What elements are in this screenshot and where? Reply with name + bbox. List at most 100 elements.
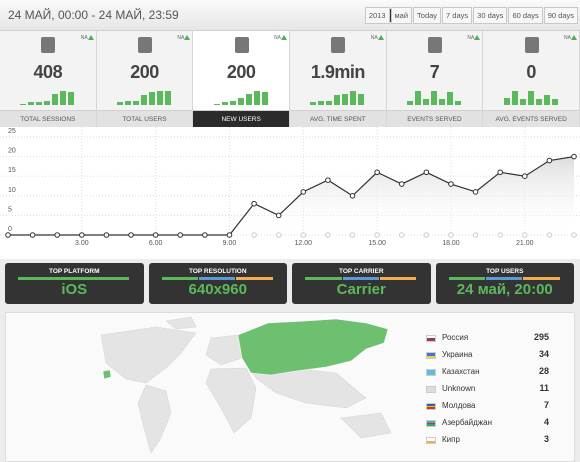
point xyxy=(5,232,11,238)
spark-bar xyxy=(454,100,461,105)
metric-card[interactable]: NA 200 NEW USERS xyxy=(193,31,290,127)
metric-label: TOTAL USERS xyxy=(96,110,193,127)
y-tick-label: 15 xyxy=(8,167,16,174)
range-button[interactable]: 60 days xyxy=(508,7,543,24)
country-count: 11 xyxy=(539,383,549,393)
point xyxy=(300,189,307,195)
country-name: Кипр xyxy=(442,435,460,444)
country-name: Россия xyxy=(442,333,469,342)
x-tick-label: 15.00 xyxy=(368,240,386,247)
point xyxy=(128,232,134,238)
change-arrow xyxy=(474,35,481,40)
point xyxy=(521,173,528,180)
spark-bar xyxy=(358,93,365,105)
spark-bar xyxy=(124,100,131,105)
x-tick-label: 12.00 xyxy=(295,240,313,247)
flag xyxy=(426,369,436,376)
map-panel: Россия 295 Украина 34 Казахстан 28 Unknown 11 Мо… xyxy=(5,312,575,462)
y-tick-label: 0 xyxy=(8,226,12,233)
world-map xyxy=(100,316,392,454)
point xyxy=(79,232,85,238)
flag-stripe xyxy=(427,387,435,390)
spark-bar xyxy=(334,95,341,105)
metric-value: 200 xyxy=(226,62,256,82)
spark-bar xyxy=(318,100,325,105)
y-tick-label: 5 xyxy=(8,206,12,213)
flag-stripe xyxy=(427,339,435,342)
point xyxy=(349,193,356,199)
spark-bar xyxy=(342,93,349,105)
spark-bar xyxy=(116,102,123,105)
accent-bar xyxy=(305,277,342,280)
spark-bar xyxy=(156,91,163,105)
x-tick-label: 18.00 xyxy=(442,240,460,247)
x-tick-label: 9.00 xyxy=(223,240,237,247)
point xyxy=(152,232,159,238)
spark-bar xyxy=(438,99,445,105)
metric-value: 408 xyxy=(33,62,63,82)
point xyxy=(546,157,553,164)
area xyxy=(8,156,574,235)
spark-bar xyxy=(261,92,268,105)
spark-bar xyxy=(310,102,317,105)
change-arrow xyxy=(377,35,384,40)
metric-icon xyxy=(234,37,249,53)
spark-bar xyxy=(350,91,357,105)
spark-bar xyxy=(527,91,534,105)
flag-stripe xyxy=(427,422,435,425)
spark-bar xyxy=(414,91,421,105)
spark-bar xyxy=(253,91,260,105)
country-count: 34 xyxy=(538,349,549,359)
flag-stripe xyxy=(427,438,435,441)
range-button[interactable]: 7 days xyxy=(442,7,473,24)
flag xyxy=(426,403,436,410)
range-buttons: 2013 май Today 7 days 30 days 60 days 90 days xyxy=(364,7,578,24)
point xyxy=(423,169,430,176)
range-button[interactable]: 30 days xyxy=(473,7,508,24)
range-button[interactable]: Today xyxy=(413,7,442,24)
point xyxy=(202,232,208,238)
point xyxy=(448,181,454,187)
top-box: TOP RESOLUTION 640x960 xyxy=(148,263,287,304)
change-arrow xyxy=(184,35,191,40)
metric-label: AVG. EVENTS SERVED xyxy=(483,110,579,127)
range-button[interactable]: 90 days xyxy=(543,7,578,24)
accent-bar xyxy=(199,277,236,280)
country-list: Россия 295 Украина 34 Казахстан 28 Unknown 11 Мо… xyxy=(424,331,554,461)
country-name: Unknown xyxy=(442,384,476,393)
top-box-title: TOP CARRIER xyxy=(338,268,384,275)
range-button[interactable]: 2013 xyxy=(364,7,390,24)
spark-bar xyxy=(148,92,155,105)
spark-bar xyxy=(229,100,236,105)
accent-bar xyxy=(342,277,379,280)
top-box-title: TOP RESOLUTION xyxy=(188,268,247,275)
range-button[interactable]: май xyxy=(390,7,413,24)
point xyxy=(571,153,577,160)
metric-card[interactable]: NA 7 EVENTS SERVED xyxy=(386,31,484,127)
accent-bar xyxy=(236,277,273,280)
top-box-title: TOP USERS xyxy=(486,268,524,275)
change-label: NA xyxy=(370,35,378,41)
metric-card[interactable]: NA 1.9min AVG. TIME SPENT xyxy=(290,31,387,127)
flag-stripe xyxy=(427,407,435,410)
flag xyxy=(426,352,436,359)
spark-bar xyxy=(406,100,413,105)
flag-stripe xyxy=(427,421,435,423)
spark-bar xyxy=(20,103,27,105)
country-count: 4 xyxy=(543,417,549,427)
flag xyxy=(426,335,436,342)
metric-card[interactable]: NA 408 TOTAL SESSIONS xyxy=(0,31,97,127)
accent-bar xyxy=(161,277,199,280)
metric-value: 0 xyxy=(526,62,536,82)
spark-bar xyxy=(44,100,51,105)
point xyxy=(103,232,110,238)
point xyxy=(226,232,233,238)
metric-card[interactable]: NA 200 TOTAL USERS xyxy=(96,31,194,127)
top-box: TOP USERS 24 май, 20:00 xyxy=(435,263,574,304)
spark-bar xyxy=(28,102,35,105)
metric-icon xyxy=(41,37,56,53)
top-box-value: iOS xyxy=(61,281,88,298)
top-box-value: 24 май, 20:00 xyxy=(456,281,553,298)
metric-card[interactable]: NA 0 AVG. EVENTS SERVED xyxy=(483,31,580,127)
metric-label: TOTAL SESSIONS xyxy=(0,110,96,127)
